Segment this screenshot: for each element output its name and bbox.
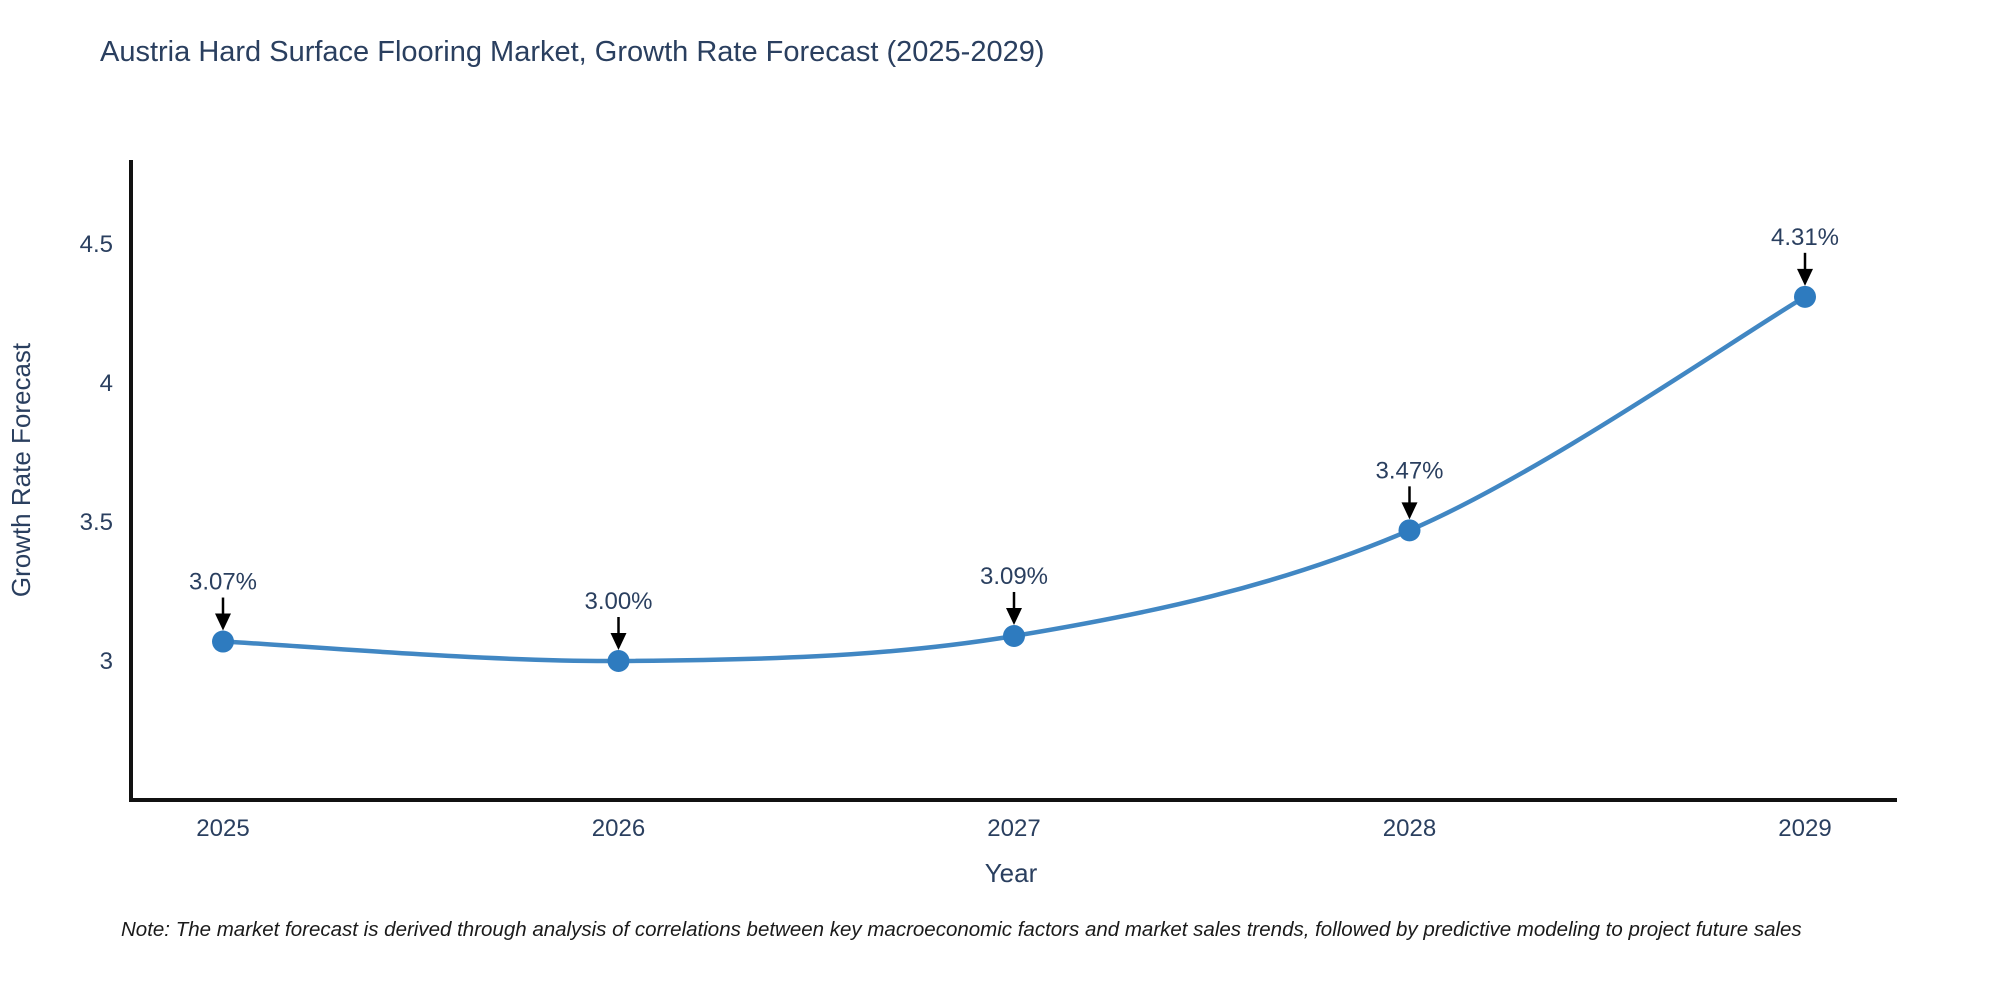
annotation-arrowhead	[215, 613, 231, 631]
chart-title: Austria Hard Surface Flooring Market, Gr…	[100, 36, 1045, 68]
annotation-label: 3.07%	[189, 569, 257, 596]
y-tick-label: 4	[100, 370, 113, 397]
annotation-arrowhead	[610, 633, 627, 650]
x-tick-label: 2025	[196, 815, 249, 842]
y-tick-label: 4.5	[80, 231, 113, 258]
x-tick-label: 2028	[1383, 815, 1436, 842]
y-tick-label: 3.5	[80, 509, 113, 536]
footnote: Note: The market forecast is derived thr…	[121, 918, 1802, 941]
annotation-label: 3.09%	[980, 563, 1048, 590]
x-tick-label: 2026	[592, 815, 645, 842]
annotation-arrowhead	[1797, 268, 1813, 286]
annotation-label: 3.00%	[584, 588, 652, 615]
data-point-marker[interactable]	[1398, 519, 1421, 542]
data-point-marker[interactable]	[1003, 624, 1025, 647]
annotation-arrowhead	[1401, 502, 1418, 520]
x-tick-label: 2027	[987, 815, 1040, 842]
data-point-marker[interactable]	[1794, 285, 1816, 308]
annotation-label: 4.31%	[1771, 224, 1839, 251]
y-axis-title: Growth Rate Forecast	[6, 342, 36, 597]
annotation-label: 3.47%	[1375, 457, 1443, 484]
x-axis-title: Year	[985, 858, 1038, 888]
x-tick-label: 2029	[1778, 815, 1831, 842]
data-point-marker[interactable]	[212, 630, 234, 653]
data-point-marker[interactable]	[607, 650, 630, 672]
annotation-arrowhead	[1006, 607, 1022, 625]
y-tick-label: 3	[100, 648, 113, 675]
